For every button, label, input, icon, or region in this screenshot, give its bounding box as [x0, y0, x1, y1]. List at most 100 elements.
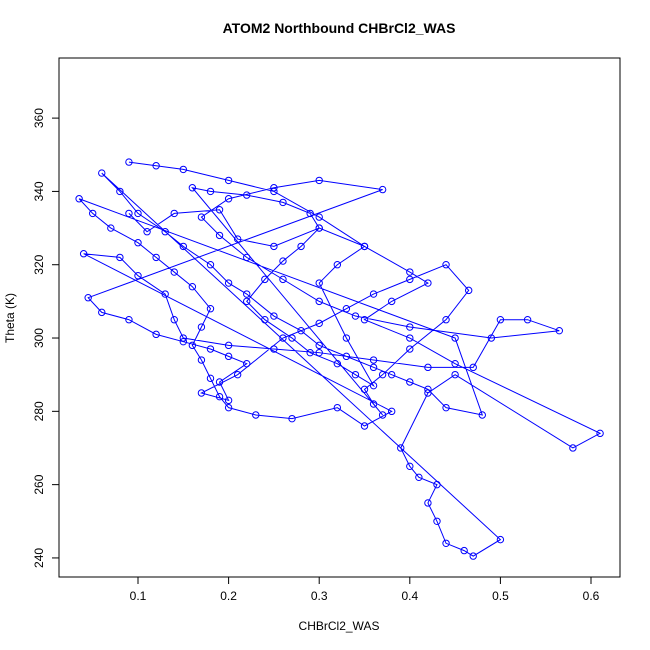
data-point [424, 499, 432, 507]
data-point [496, 315, 505, 324]
data-point [243, 191, 251, 199]
data-point [161, 228, 169, 236]
data-point [464, 286, 473, 295]
data-point [243, 297, 251, 306]
data-point [378, 370, 387, 379]
data-point [79, 250, 88, 258]
data-point [215, 231, 224, 240]
data-point [75, 195, 83, 203]
data-point [333, 359, 342, 368]
data-point [415, 473, 423, 482]
x-tick-label: 0.2 [220, 589, 237, 603]
data-point [134, 272, 142, 280]
data-point [315, 224, 323, 232]
data-point [442, 261, 450, 269]
data-point [233, 235, 242, 243]
data-point [369, 290, 378, 298]
data-point [224, 403, 233, 412]
data-point [270, 345, 278, 353]
x-tick-label: 0.6 [583, 589, 600, 603]
data-point [152, 253, 160, 262]
data-point [442, 539, 450, 547]
data-point [387, 407, 396, 416]
data-point [387, 370, 396, 379]
y-tick-label: 240 [32, 548, 46, 568]
data-point [478, 411, 486, 419]
data-point [306, 209, 314, 218]
data-point [206, 187, 215, 196]
data-point [215, 392, 224, 401]
data-point [297, 326, 305, 335]
data-point [197, 356, 206, 364]
data-point [152, 162, 160, 170]
plot-frame [58, 57, 621, 578]
data-point [188, 184, 197, 192]
data-point [224, 279, 233, 287]
data-point [406, 268, 414, 276]
x-tick-label: 0.4 [401, 589, 418, 603]
data-point [451, 359, 459, 368]
data-point [360, 242, 369, 251]
x-tick-label: 0.5 [492, 589, 509, 603]
x-tick-label: 0.3 [311, 589, 328, 603]
data-point [433, 480, 441, 489]
data-point [270, 184, 278, 192]
data-point [224, 176, 233, 185]
data-point [233, 370, 242, 379]
data-point [288, 414, 296, 423]
data-point [179, 334, 188, 342]
data-point [351, 312, 360, 320]
y-tick-label: 300 [32, 328, 46, 348]
y-tick-label: 280 [32, 401, 46, 421]
data-point [569, 444, 577, 452]
data-point [424, 389, 432, 397]
data-point [224, 352, 233, 361]
data-point [424, 385, 432, 394]
data-point [197, 213, 206, 221]
data-point [116, 187, 124, 196]
data-point [188, 341, 197, 350]
data-point [406, 323, 414, 331]
data-point [369, 400, 378, 408]
data-point [397, 444, 405, 452]
data-point [107, 224, 115, 232]
data-point [315, 341, 323, 350]
data-point [496, 535, 505, 544]
data-point [378, 185, 387, 194]
data-point [596, 429, 604, 438]
data-point [406, 334, 414, 342]
data-point [206, 261, 215, 269]
data-point [224, 195, 233, 203]
data-point [179, 337, 188, 346]
data-point [306, 348, 314, 357]
data-point [433, 517, 441, 525]
data-point [360, 315, 369, 324]
data-point [406, 275, 414, 284]
data-point [469, 552, 477, 560]
data-point [297, 242, 305, 251]
data-point [342, 305, 351, 313]
data-point [252, 411, 260, 419]
data-point [315, 279, 323, 287]
data-point [315, 348, 323, 357]
data-point [555, 326, 563, 335]
data-point [89, 209, 97, 218]
data-point [378, 411, 387, 419]
data-point [170, 268, 178, 276]
data-point [442, 403, 450, 412]
data-point [98, 308, 106, 317]
data-point [206, 345, 215, 353]
data-point [442, 315, 450, 324]
data-point [333, 403, 342, 412]
data-point [460, 546, 468, 555]
data-point [261, 275, 269, 284]
y-tick-label: 260 [32, 474, 46, 494]
data-point [179, 242, 188, 251]
data-point [224, 341, 233, 350]
data-point [523, 315, 532, 324]
data-point [125, 315, 133, 324]
data-point [206, 305, 215, 313]
data-point [342, 334, 351, 342]
data-point [215, 206, 224, 214]
